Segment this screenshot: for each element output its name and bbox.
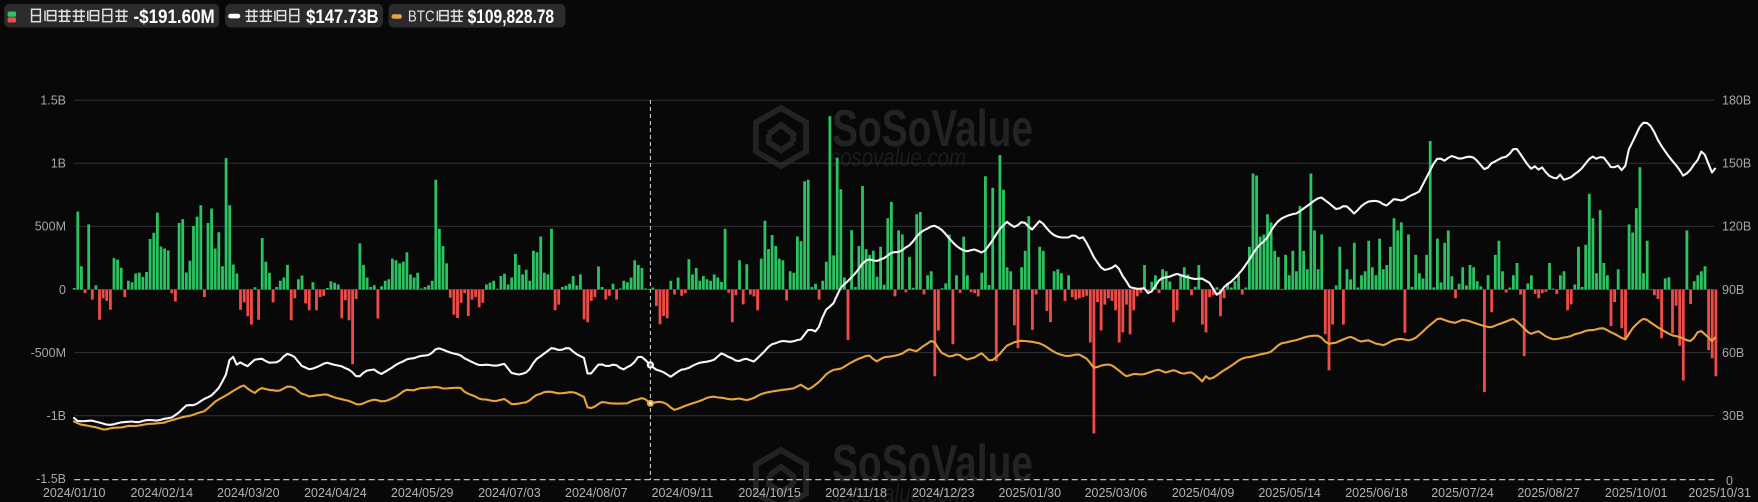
svg-text:2024/05/29: 2024/05/29 — [391, 486, 454, 500]
svg-text:1B: 1B — [51, 157, 66, 171]
svg-text:2024/02/14: 2024/02/14 — [131, 486, 194, 500]
svg-text:2025/10/01: 2025/10/01 — [1605, 486, 1668, 500]
svg-text:SoSoValue: SoSoValue — [832, 100, 1033, 158]
svg-text:150B: 150B — [1722, 157, 1751, 171]
svg-text:-500M: -500M — [31, 346, 66, 360]
svg-text:$147.73B: $147.73B — [306, 7, 379, 28]
svg-text:2025/07/24: 2025/07/24 — [1431, 486, 1494, 500]
svg-text:30B: 30B — [1722, 409, 1744, 423]
svg-text:sosovalue.com: sosovalue.com — [830, 142, 966, 172]
svg-text:500M: 500M — [35, 220, 66, 234]
svg-text:180B: 180B — [1722, 94, 1751, 108]
svg-text:60B: 60B — [1722, 346, 1744, 360]
svg-text:2025/08/27: 2025/08/27 — [1517, 486, 1580, 500]
svg-text:2024/07/03: 2024/07/03 — [478, 486, 541, 500]
svg-text:-$191.60M: -$191.60M — [134, 7, 215, 28]
svg-text:120B: 120B — [1722, 220, 1751, 234]
svg-text:2025/06/18: 2025/06/18 — [1345, 486, 1408, 500]
svg-text:0: 0 — [1726, 474, 1733, 488]
svg-text:2025/01/30: 2025/01/30 — [999, 486, 1062, 500]
svg-text:2025/10/31: 2025/10/31 — [1688, 486, 1751, 500]
svg-text:0: 0 — [59, 283, 66, 297]
svg-text:2024/08/07: 2024/08/07 — [565, 486, 628, 500]
svg-text:2024/12/23: 2024/12/23 — [912, 486, 975, 500]
svg-text:2025/04/09: 2025/04/09 — [1172, 486, 1235, 500]
svg-text:2025/03/06: 2025/03/06 — [1085, 486, 1148, 500]
svg-text:2025/05/14: 2025/05/14 — [1258, 486, 1321, 500]
svg-text:2024/03/20: 2024/03/20 — [217, 486, 280, 500]
svg-text:90B: 90B — [1722, 283, 1744, 297]
svg-text:sosovalue.com: sosovalue.com — [830, 478, 966, 502]
svg-text:2024/01/10: 2024/01/10 — [43, 486, 106, 500]
svg-text:-1.5B: -1.5B — [36, 472, 66, 486]
svg-text:2024/11/18: 2024/11/18 — [825, 486, 887, 500]
svg-text:2024/09/11: 2024/09/11 — [652, 486, 714, 500]
svg-text:2024/04/24: 2024/04/24 — [304, 486, 367, 500]
svg-text:$109,828.78: $109,828.78 — [468, 7, 554, 28]
svg-text:BTC: BTC — [408, 9, 435, 26]
svg-text:1.5B: 1.5B — [40, 94, 66, 108]
svg-text:2024/10/15: 2024/10/15 — [738, 486, 801, 500]
svg-text:-1B: -1B — [47, 409, 66, 423]
svg-text:SoSoValue: SoSoValue — [832, 435, 1033, 493]
